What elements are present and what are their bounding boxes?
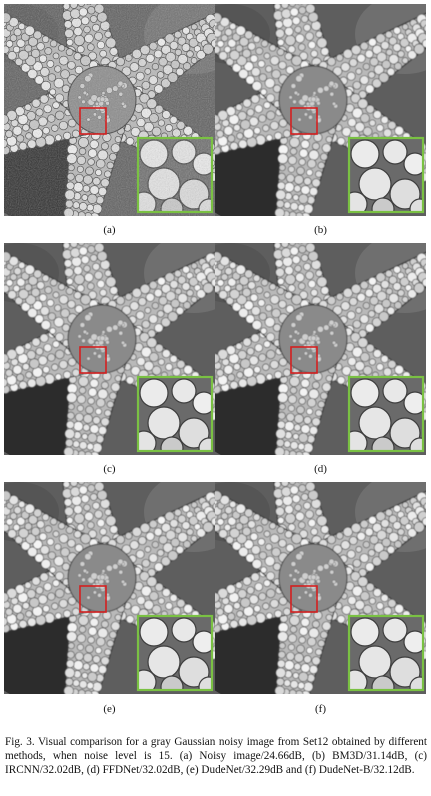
roi-box [290,346,318,374]
starfish-image [4,482,215,694]
zoom-inset [137,615,213,691]
starfish-image [215,482,426,694]
zoom-inset [348,615,424,691]
panel-a-label: (a) [103,224,116,236]
starfish-image [215,4,426,216]
roi-box [290,585,318,613]
roi-box [79,585,107,613]
panel-c-ircnn [4,243,215,455]
zoom-inset [348,376,424,452]
panel-d-label: (d) [314,463,327,475]
starfish-image [215,243,426,455]
starfish-image [4,4,215,216]
zoom-inset [348,137,424,213]
figure-caption: Fig. 3. Visual comparison for a gray Gau… [5,736,427,776]
panel-c-label: (c) [103,463,116,475]
panel-f-dudenet-b [215,482,426,694]
zoom-inset [137,137,213,213]
roi-box [290,107,318,135]
panel-b-bm3d [215,4,426,216]
roi-box [79,107,107,135]
panel-e-dudenet [4,482,215,694]
panel-d-ffdnet [215,243,426,455]
zoom-inset [137,376,213,452]
starfish-image [4,243,215,455]
panel-e-label: (e) [103,703,116,715]
panel-f-label: (f) [315,703,326,715]
roi-box [79,346,107,374]
panel-a-noisy-image [4,4,215,216]
panel-b-label: (b) [314,224,327,236]
